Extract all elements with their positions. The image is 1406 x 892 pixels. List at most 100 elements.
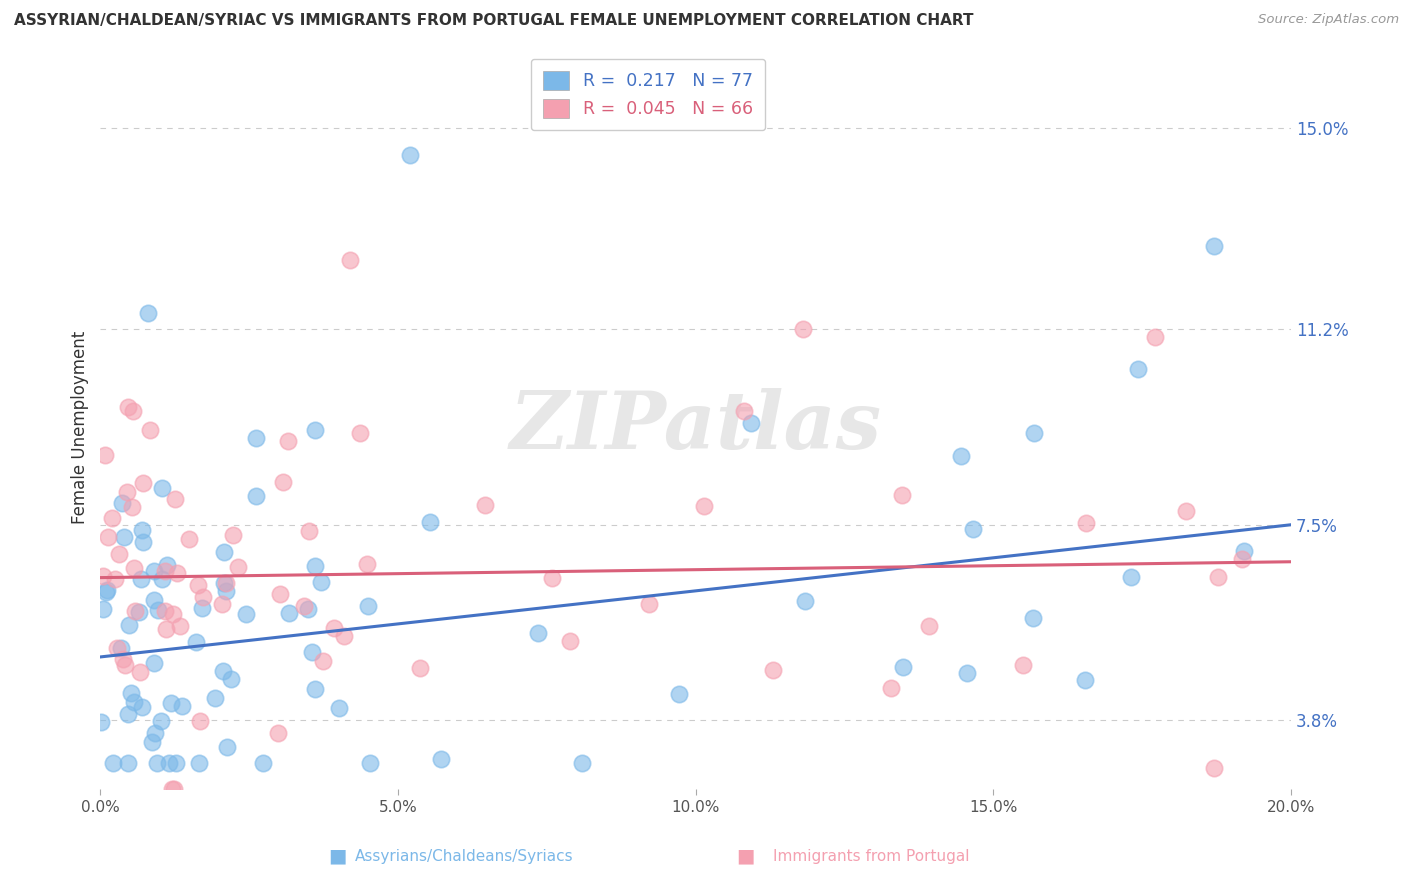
- Point: [560, 634, 582, 648]
- Point: [155, 558, 177, 573]
- Point: [191, 601, 214, 615]
- Point: [162, 782, 184, 797]
- Point: [131, 523, 153, 537]
- Point: [1126, 362, 1149, 376]
- Point: [430, 752, 453, 766]
- Text: ZIPatlas: ZIPatlas: [510, 388, 882, 466]
- Point: [172, 698, 194, 713]
- Point: [357, 599, 380, 613]
- Point: [879, 681, 901, 695]
- Point: [117, 400, 139, 414]
- Point: [124, 561, 146, 575]
- Point: [152, 572, 174, 586]
- Point: [222, 527, 245, 541]
- Point: [278, 606, 301, 620]
- Point: [304, 682, 326, 697]
- Point: [117, 756, 139, 770]
- Point: [733, 404, 755, 418]
- Point: [277, 434, 299, 449]
- Point: [143, 726, 166, 740]
- Point: [162, 607, 184, 621]
- Point: [97, 530, 120, 544]
- Point: [191, 590, 214, 604]
- Point: [187, 578, 209, 592]
- Point: [91, 568, 114, 582]
- Point: [184, 635, 207, 649]
- Point: [301, 645, 323, 659]
- Point: [668, 687, 690, 701]
- Point: [328, 701, 350, 715]
- Point: [110, 641, 132, 656]
- Point: [215, 584, 238, 599]
- Point: [332, 629, 354, 643]
- Point: [108, 547, 131, 561]
- Point: [245, 489, 267, 503]
- Point: [297, 601, 319, 615]
- Point: [956, 666, 979, 681]
- Point: [214, 576, 236, 591]
- Point: [204, 691, 226, 706]
- Point: [118, 617, 141, 632]
- Text: Assyrians/Chaldeans/Syriacs: Assyrians/Chaldeans/Syriacs: [354, 849, 574, 863]
- Text: Immigrants from Portugal: Immigrants from Portugal: [773, 849, 970, 863]
- Point: [101, 756, 124, 770]
- Point: [124, 604, 146, 618]
- Point: [793, 594, 815, 608]
- Point: [1074, 516, 1097, 531]
- Point: [761, 663, 783, 677]
- Point: [399, 147, 422, 161]
- Point: [298, 524, 321, 538]
- Point: [91, 601, 114, 615]
- Point: [166, 566, 188, 580]
- Point: [100, 511, 122, 525]
- Point: [96, 582, 118, 597]
- Point: [226, 560, 249, 574]
- Point: [638, 597, 661, 611]
- Point: [740, 416, 762, 430]
- Point: [215, 575, 238, 590]
- Point: [155, 622, 177, 636]
- Point: [962, 522, 984, 536]
- Point: [1074, 673, 1097, 687]
- Point: [160, 696, 183, 710]
- Point: [219, 673, 242, 687]
- Point: [1232, 552, 1254, 566]
- Point: [131, 700, 153, 714]
- Point: [304, 424, 326, 438]
- Point: [792, 322, 814, 336]
- Point: [692, 500, 714, 514]
- Point: [150, 481, 173, 495]
- Point: [304, 559, 326, 574]
- Point: [104, 572, 127, 586]
- Point: [139, 423, 162, 437]
- Point: [311, 654, 333, 668]
- Point: [949, 450, 972, 464]
- Point: [115, 485, 138, 500]
- Point: [1024, 426, 1046, 441]
- Point: [339, 253, 361, 268]
- Point: [165, 756, 187, 770]
- Point: [188, 756, 211, 770]
- Point: [217, 739, 239, 754]
- Point: [474, 498, 496, 512]
- Point: [122, 404, 145, 418]
- Point: [120, 686, 142, 700]
- Point: [323, 621, 346, 635]
- Point: [269, 587, 291, 601]
- Point: [122, 695, 145, 709]
- Point: [212, 545, 235, 559]
- Point: [105, 640, 128, 655]
- Point: [235, 607, 257, 621]
- Point: [128, 665, 150, 680]
- Point: [114, 658, 136, 673]
- Point: [145, 756, 167, 770]
- Point: [153, 564, 176, 578]
- Point: [117, 706, 139, 721]
- Point: [188, 714, 211, 729]
- Point: [541, 571, 564, 585]
- Point: [136, 306, 159, 320]
- Legend: R =  0.217   N = 77, R =  0.045   N = 66: R = 0.217 N = 77, R = 0.045 N = 66: [531, 59, 765, 130]
- Point: [1021, 611, 1043, 625]
- Point: [149, 714, 172, 728]
- Point: [212, 664, 235, 678]
